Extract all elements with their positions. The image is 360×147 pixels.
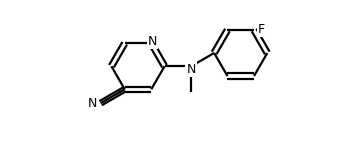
Text: N: N: [148, 35, 157, 48]
Text: N: N: [88, 97, 97, 110]
Text: F: F: [258, 23, 265, 36]
Text: N: N: [186, 63, 196, 76]
